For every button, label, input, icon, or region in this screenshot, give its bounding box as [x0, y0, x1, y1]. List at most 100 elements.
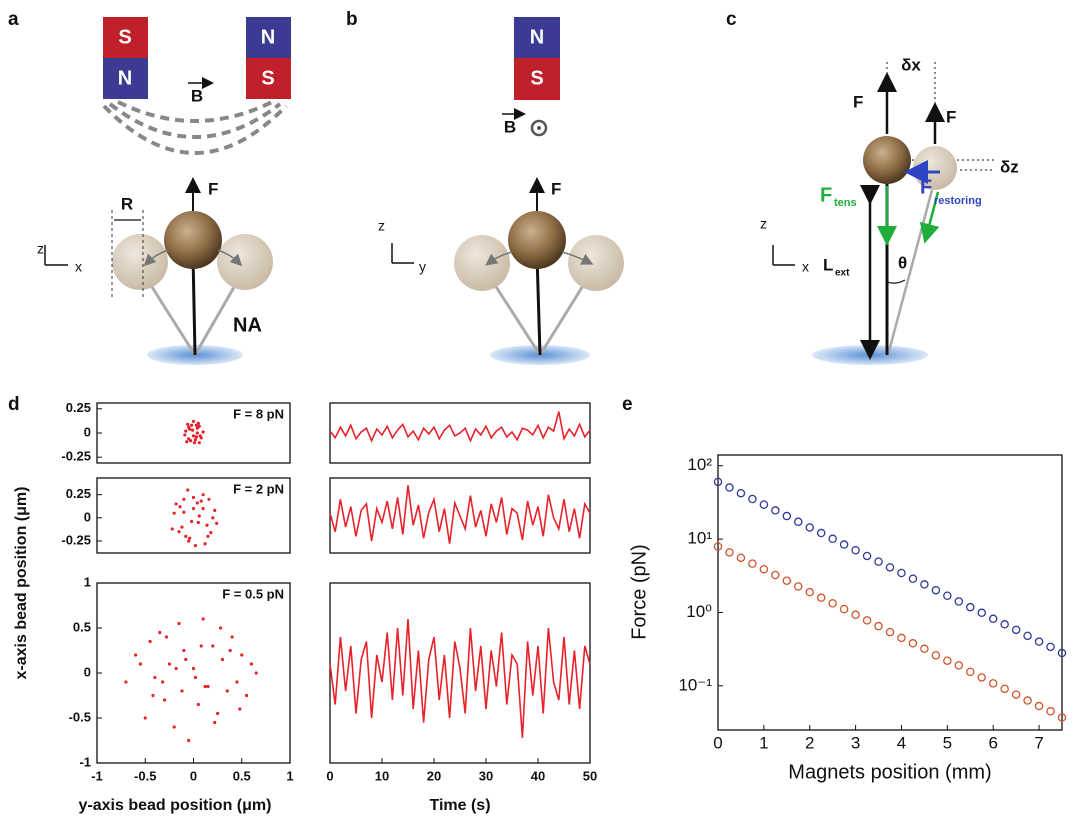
y-tick-label: -0.25: [61, 449, 91, 464]
diagram-c: δx δz F F F tens F restoring z x L ext θ: [760, 55, 1019, 365]
point: [213, 720, 217, 725]
point: [187, 425, 191, 429]
point: [897, 568, 906, 578]
point: [182, 648, 186, 653]
x-tick-label: -1: [91, 768, 103, 783]
point: [182, 510, 186, 514]
point: [193, 438, 198, 442]
point: [782, 576, 792, 585]
point: [931, 651, 941, 660]
point: [230, 635, 234, 639]
point: [1011, 690, 1021, 699]
y-tick-label: -1: [79, 754, 91, 769]
point: [988, 679, 998, 688]
axis-label: z: [37, 241, 44, 257]
x-tick-label: 40: [531, 768, 545, 783]
point: [1046, 642, 1055, 652]
point: [238, 707, 242, 711]
x-tick-label: 1: [286, 768, 293, 783]
point: [178, 505, 182, 509]
point: [162, 698, 167, 702]
tether-label: NA: [233, 314, 262, 336]
point: [197, 424, 201, 428]
point: [211, 644, 215, 648]
point: [203, 542, 207, 546]
point: [201, 506, 205, 511]
dx-label: δx: [901, 55, 921, 74]
point: [885, 627, 895, 637]
panel-label: e: [622, 394, 633, 415]
point: [771, 506, 780, 515]
point: [216, 711, 220, 716]
point: [1011, 625, 1021, 635]
point: [148, 639, 152, 644]
panel-label: c: [726, 9, 737, 30]
point: [191, 434, 196, 438]
restoring-label: F: [920, 176, 932, 198]
point: [180, 525, 184, 529]
point: [191, 419, 196, 423]
point: [235, 680, 239, 684]
point: [184, 657, 188, 662]
y-tick-label: 0.25: [66, 486, 91, 501]
x-axis-label: y-axis bead position (μm): [79, 797, 272, 814]
point: [215, 521, 219, 525]
axis-label: y: [419, 259, 426, 275]
point: [240, 653, 244, 657]
point: [988, 614, 998, 624]
annotation: F = 8 pN: [233, 406, 284, 421]
point: [782, 511, 792, 521]
point: [188, 536, 192, 540]
magnet-pole: S: [261, 67, 274, 89]
x-tick-label: 1: [759, 733, 768, 752]
point: [192, 441, 197, 445]
point: [196, 520, 200, 525]
point: [966, 667, 975, 677]
point: [839, 604, 849, 614]
point: [194, 435, 198, 439]
point: [839, 540, 849, 549]
point: [201, 493, 205, 497]
y-tick-label: 10¹: [687, 529, 712, 548]
point: [897, 633, 906, 643]
point: [197, 441, 201, 445]
point: [207, 497, 211, 501]
point: [805, 523, 814, 532]
point: [191, 506, 196, 511]
point: [725, 483, 734, 492]
point: [199, 499, 203, 503]
trace: [329, 618, 591, 738]
point: [920, 644, 929, 654]
point: [197, 514, 201, 518]
point: [187, 437, 191, 441]
x-tick-label: 50: [583, 768, 597, 783]
point: [1057, 713, 1067, 722]
point: [199, 436, 203, 440]
point: [167, 662, 171, 666]
point: [187, 738, 191, 743]
panel-label: d: [8, 394, 20, 415]
diagram-a: S N N S B F R z x NA: [37, 17, 291, 365]
point: [196, 421, 200, 425]
panel-label: a: [8, 9, 19, 30]
point: [805, 587, 814, 597]
plot-frame: [329, 582, 591, 764]
point: [966, 602, 975, 612]
x-tick-label: 4: [897, 733, 906, 752]
point: [193, 543, 198, 548]
point: [211, 516, 215, 520]
point: [977, 673, 986, 682]
point: [1000, 684, 1009, 694]
trace: [329, 411, 591, 443]
point: [189, 423, 194, 427]
point: [201, 617, 205, 621]
point: [249, 662, 253, 666]
point: [759, 565, 769, 574]
length-label: L: [823, 255, 833, 274]
point: [874, 621, 883, 631]
x-tick-label: 30: [479, 768, 493, 783]
point: [189, 439, 193, 443]
y-tick-label: 0.5: [73, 619, 91, 634]
length-sub: ext: [835, 268, 850, 279]
point: [196, 702, 200, 707]
